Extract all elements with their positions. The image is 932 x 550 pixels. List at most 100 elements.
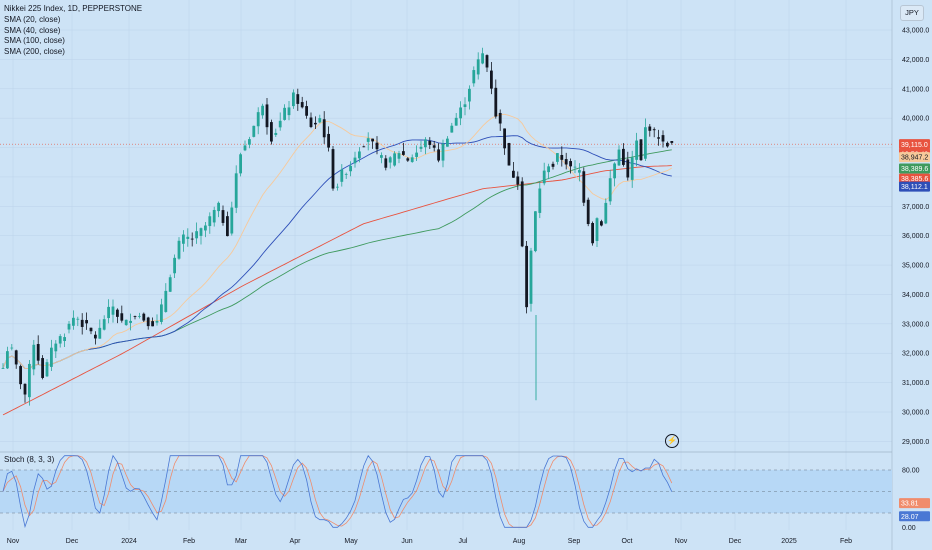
candle-body bbox=[76, 318, 80, 320]
candle-body bbox=[358, 151, 361, 159]
sma200-legend[interactable]: SMA (200, close) bbox=[4, 47, 65, 57]
candle-body bbox=[591, 222, 594, 244]
symbol-title: Nikkei 225 Index, 1D, PEPPERSTONE bbox=[4, 4, 143, 13]
stoch-legend[interactable]: Stoch (8, 3, 3) bbox=[4, 455, 55, 464]
candle-body bbox=[256, 112, 260, 127]
price-tick-label: 34,000.0 bbox=[902, 292, 929, 299]
flash-icon[interactable]: ⚡ bbox=[665, 434, 679, 448]
candle-body bbox=[322, 119, 326, 138]
candle-body bbox=[432, 145, 436, 148]
time-tick-label: 2024 bbox=[121, 538, 137, 545]
candle-body bbox=[608, 178, 612, 202]
candle-body bbox=[652, 129, 656, 131]
sma40-line bbox=[2, 135, 672, 370]
candle-body bbox=[212, 209, 216, 223]
candle-body bbox=[336, 186, 339, 188]
candle-body bbox=[657, 137, 660, 139]
candle-body bbox=[54, 343, 58, 352]
time-tick-label: Sep bbox=[568, 538, 581, 545]
candle-body bbox=[252, 125, 256, 137]
candle-body bbox=[58, 336, 62, 344]
candle-body bbox=[648, 126, 652, 131]
candle-body bbox=[498, 112, 502, 124]
chart-legend: Nikkei 225 Index, 1D, PEPPERSTONE SMA (2… bbox=[4, 4, 142, 58]
sma100-tag: 38,389.6 bbox=[901, 166, 928, 173]
candle-body bbox=[463, 104, 467, 108]
candle-body bbox=[80, 319, 84, 327]
candle-body bbox=[340, 169, 344, 182]
price-tick-label: 36,000.0 bbox=[902, 233, 929, 240]
stoch-tick-label: 80.00 bbox=[902, 468, 920, 475]
candle-body bbox=[98, 327, 102, 339]
candle-body bbox=[371, 138, 374, 142]
time-tick-label: Feb bbox=[840, 538, 852, 545]
candle-body bbox=[485, 55, 489, 68]
candle-body bbox=[573, 166, 577, 168]
candle-body bbox=[239, 154, 242, 174]
candles bbox=[1, 47, 674, 406]
sma100-legend[interactable]: SMA (100, close) bbox=[4, 36, 65, 46]
candle-body bbox=[300, 102, 304, 108]
candle-body bbox=[1, 368, 5, 369]
time-tick-label: Nov bbox=[7, 538, 20, 545]
currency-button[interactable]: JPY bbox=[900, 5, 924, 21]
candle-body bbox=[190, 238, 194, 240]
price-tick-label: 35,000.0 bbox=[902, 263, 929, 270]
candle-body bbox=[512, 170, 515, 178]
candle-body bbox=[344, 173, 348, 175]
sma20-tag: 38,947.2 bbox=[901, 155, 928, 162]
time-tick-label: Nov bbox=[675, 538, 688, 545]
candle-body bbox=[630, 157, 634, 180]
candle-body bbox=[261, 105, 264, 116]
candle-body bbox=[472, 70, 476, 84]
price-tick-label: 31,000.0 bbox=[902, 380, 929, 387]
sma40-legend[interactable]: SMA (40, close) bbox=[4, 25, 61, 35]
candle-body bbox=[366, 138, 370, 142]
time-tick-label: May bbox=[344, 538, 358, 545]
candle-body bbox=[94, 334, 97, 339]
candle-body bbox=[36, 344, 40, 361]
candle-body bbox=[186, 236, 190, 239]
candle-body bbox=[560, 154, 564, 160]
candle-body bbox=[644, 127, 647, 159]
candle-body bbox=[415, 152, 418, 157]
candle-body bbox=[538, 188, 542, 213]
time-tick-label: Jun bbox=[401, 538, 412, 545]
price-tick-label: 42,000.0 bbox=[902, 57, 929, 64]
candle-body bbox=[564, 159, 568, 165]
candle-body bbox=[406, 158, 410, 161]
candle-body bbox=[551, 163, 555, 167]
candle-body bbox=[124, 319, 128, 326]
candle-body bbox=[635, 140, 638, 160]
candle-body bbox=[173, 257, 176, 274]
candle-body bbox=[327, 133, 330, 148]
candle-body bbox=[428, 140, 432, 145]
candle-body bbox=[490, 70, 493, 89]
stoch-pane bbox=[0, 454, 892, 529]
candle-body bbox=[402, 151, 405, 155]
candle-body bbox=[278, 120, 282, 128]
candle-body bbox=[10, 347, 14, 349]
candle-body bbox=[230, 207, 234, 234]
candle-body bbox=[582, 171, 586, 203]
sma20-legend[interactable]: SMA (20, close) bbox=[4, 14, 61, 24]
candle-body bbox=[168, 277, 172, 292]
candle-body bbox=[446, 138, 449, 147]
candle-body bbox=[111, 306, 115, 315]
candle-body bbox=[388, 157, 392, 163]
candle-body bbox=[516, 176, 520, 185]
candle-body bbox=[14, 350, 18, 365]
price-tick-label: 32,000.0 bbox=[902, 351, 929, 358]
stoch-d-tag: 28.07 bbox=[901, 514, 919, 521]
candle-body bbox=[195, 231, 198, 239]
sma100-line bbox=[2, 149, 672, 370]
candle-body bbox=[617, 149, 621, 166]
candle-body bbox=[578, 170, 581, 173]
candle-body bbox=[331, 149, 335, 189]
time-tick-label: Mar bbox=[235, 538, 248, 545]
price-tick-label: 33,000.0 bbox=[902, 321, 929, 328]
candle-body bbox=[318, 118, 322, 123]
candle-body bbox=[63, 337, 66, 341]
candle-body bbox=[419, 146, 423, 149]
